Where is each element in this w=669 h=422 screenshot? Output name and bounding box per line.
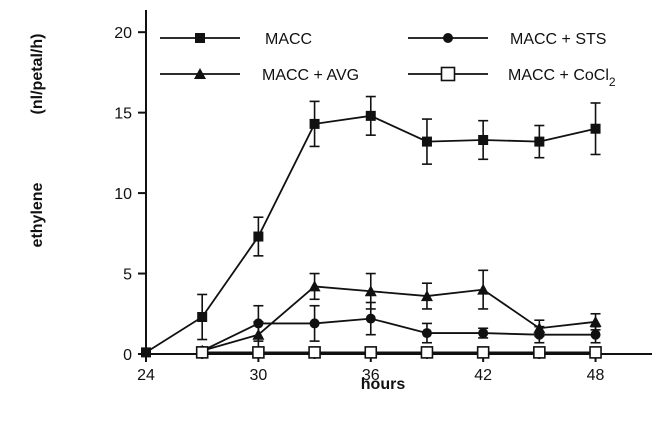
data-point [421,328,432,339]
data-point [195,346,209,359]
data-point [478,328,489,339]
legend-marker [195,33,205,43]
legend-subscript: 2 [609,75,616,89]
legend: MACC MACC + STS MACC + AVG MACC + CoCl2 [160,31,616,89]
y-tick-label: 5 [123,267,132,284]
data-point [420,346,434,359]
legend-item: MACC + CoCl2 [408,66,616,89]
legend-label: MACC + STS [510,31,606,48]
data-point [252,328,265,340]
legend-item: MACC [160,31,312,48]
data-point [365,110,376,121]
x-tick-label: 42 [474,367,492,384]
data-point [253,231,264,242]
data-point [364,346,378,359]
legend-item: MACC + AVG [160,67,359,84]
data-point [309,118,320,129]
data-point [365,313,376,324]
data-point [533,322,546,334]
data-point [589,346,602,359]
legend-marker [440,66,456,82]
data-point [141,347,151,358]
data-point [197,311,208,322]
data-point [252,346,265,359]
data-point [534,136,545,147]
x-tick-label: 36 [362,367,380,384]
data-point [308,346,321,359]
data-point [421,136,432,147]
y-tick-label: 15 [114,106,132,123]
x-tick-label: 48 [587,367,605,384]
legend-marker [443,33,453,43]
y-axis-title: ethylene [29,182,46,247]
legend-item: MACC + STS [408,31,606,48]
data-point [309,318,320,329]
x-tick-label: 24 [137,367,155,384]
data-point [308,280,321,292]
data-point [476,346,490,359]
data-point [533,346,546,359]
series-macc-cocl2 [195,346,602,359]
data-point [478,134,489,145]
data-point [477,283,490,295]
legend-label: MACC + AVG [262,67,359,84]
y-tick-label: 0 [123,347,132,364]
series-layer [141,95,602,359]
series-macc-avg [196,269,602,356]
x-axis-title: hours [361,376,406,393]
data-point [589,315,602,327]
legend-label: MACC [265,31,312,48]
series-line [201,317,596,352]
data-point [590,123,601,134]
series-macc [141,95,601,358]
x-tick-label: 30 [249,367,267,384]
axes [145,10,652,355]
data-point [590,329,601,340]
data-point [420,290,433,302]
series-line [201,285,596,352]
legend-label: MACC + CoCl2 [508,67,616,89]
y-axis-unit: (nl/petal/h) [29,34,46,115]
legend-marker [194,68,206,79]
y-tick-label: 10 [114,186,132,203]
y-tick-label: 20 [114,25,132,42]
data-point [364,285,377,297]
